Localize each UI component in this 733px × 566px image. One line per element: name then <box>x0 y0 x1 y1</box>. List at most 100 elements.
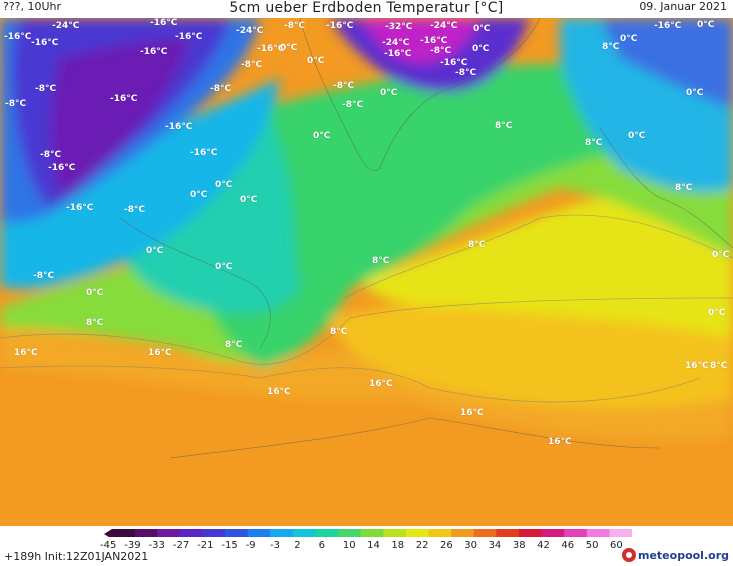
temp-label: 0°C <box>240 195 258 205</box>
colorbar-tick: 38 <box>512 540 526 551</box>
temp-label: 0°C <box>307 56 325 66</box>
temp-label: 0°C <box>215 262 233 272</box>
colorbar-tick: 14 <box>367 540 380 551</box>
temp-label: 8°C <box>468 240 486 250</box>
colorbar-swatch <box>383 529 407 537</box>
colorbar-swatch <box>518 529 543 537</box>
temp-label: -16°C <box>31 38 59 48</box>
temp-label: -16°C <box>326 21 354 31</box>
temp-label: -8°C <box>5 99 27 109</box>
temp-label: -8°C <box>124 205 146 215</box>
colorbar-swatch <box>428 529 452 537</box>
colorbar-tick: -45 <box>100 540 117 551</box>
colorbar-swatch <box>202 529 226 537</box>
temp-label: -24°C <box>52 21 80 31</box>
colorbar-swatch <box>360 529 384 537</box>
brand[interactable]: meteopool.org <box>622 548 729 562</box>
colorbar-swatch <box>541 529 565 537</box>
colorbar-tick: 60 <box>610 540 623 551</box>
colorbar-swatch <box>315 529 339 537</box>
temp-label: 0°C <box>712 250 730 260</box>
colorbar-swatch <box>179 529 203 537</box>
cyan-zone <box>0 78 280 289</box>
temp-label: 8°C <box>225 340 243 350</box>
temp-label: 16°C <box>369 379 393 389</box>
colorbar-tick: 18 <box>391 540 405 551</box>
colorbar-swatch <box>451 529 475 537</box>
colorbar-swatch <box>134 529 158 537</box>
temp-label: 16°C <box>685 361 709 371</box>
temp-label: 0°C <box>708 308 726 318</box>
colorbar-swatch <box>112 529 136 537</box>
colorbar-tick: 30 <box>464 540 478 551</box>
temp-label: 0°C <box>472 44 490 54</box>
forecast-date: 09. Januar 2021 <box>639 0 727 13</box>
temp-label: -16°C <box>384 49 412 59</box>
temp-label: 8°C <box>86 318 104 328</box>
green-zone <box>185 63 641 369</box>
temp-label: -8°C <box>455 68 477 78</box>
footer-bar: -45 -39 -33 -27 -21 -15 -9 -3 2 6 10 14 18 22 26 30 34 38… <box>0 526 733 566</box>
temp-label: -16°C <box>420 36 448 46</box>
temp-label: 8°C <box>710 361 728 371</box>
temp-label: 0°C <box>686 88 704 98</box>
colorbar <box>104 529 632 537</box>
temperature-map: -24°C -16°C -16°C -16°C -24°C -8°C -16°C… <box>0 18 733 526</box>
temp-label: -24°C <box>430 21 458 31</box>
temp-label: 0°C <box>313 131 331 141</box>
yellow-zone <box>360 198 733 338</box>
temp-label: 16°C <box>267 387 291 397</box>
map-title: 5cm ueber Erdboden Temperatur [°C] <box>229 0 504 16</box>
temp-label: -16°C <box>110 94 138 104</box>
colorbar-tick: -27 <box>172 540 190 551</box>
temp-label: -16°C <box>654 21 682 31</box>
temp-label: -8°C <box>40 150 62 160</box>
temp-label: 0°C <box>280 43 298 53</box>
temp-label: 8°C <box>372 256 390 266</box>
temp-label: -24°C <box>382 38 410 48</box>
temp-label: -16°C <box>66 203 94 213</box>
colorbar-swatch <box>496 529 520 537</box>
temp-label: -8°C <box>333 81 355 91</box>
temp-label: 8°C <box>585 138 603 148</box>
colorbar-tick: 46 <box>561 540 575 551</box>
temp-label: 8°C <box>330 327 348 337</box>
colorbar-tick: -39 <box>124 540 141 551</box>
temp-label: 16°C <box>148 348 172 358</box>
colorbar-tick: -15 <box>221 540 238 551</box>
meteopool-logo-icon <box>622 548 636 562</box>
temperature-field <box>0 18 733 526</box>
colorbar-tick: 42 <box>537 540 550 551</box>
colorbar-swatch <box>586 529 610 537</box>
temp-label: 16°C <box>460 408 484 418</box>
temp-label: -8°C <box>342 100 364 110</box>
colorbar-swatch <box>225 529 249 537</box>
colorbar-swatch <box>564 529 588 537</box>
temp-label: 8°C <box>495 121 513 131</box>
temp-label: 0°C <box>380 88 398 98</box>
colorbar-tick: 26 <box>440 540 453 551</box>
greenland-magenta-zone <box>360 18 480 63</box>
temp-label: -8°C <box>210 84 232 94</box>
purple-zone <box>50 38 190 198</box>
temp-label: -16°C <box>440 58 468 68</box>
temp-label: -16°C <box>257 44 285 54</box>
colorbar-tick: 34 <box>488 540 502 551</box>
colorbar-swatch <box>270 529 294 537</box>
colorbar-swatch <box>405 529 430 537</box>
temp-label: 16°C <box>14 348 38 358</box>
temp-label: -16°C <box>4 32 32 42</box>
colorbar-tick: -3 <box>270 540 280 551</box>
colorbar-swatch <box>338 529 362 537</box>
colorbar-swatch <box>247 529 271 537</box>
colorbar-tick: 50 <box>585 540 599 551</box>
temp-label: 16°C <box>548 437 572 447</box>
colorbar-tick: -33 <box>148 540 165 551</box>
temp-label: -8°C <box>284 21 306 31</box>
temp-label: -16°C <box>48 163 76 173</box>
scandinavia-blue-zone <box>600 18 733 108</box>
temp-label: 8°C <box>675 183 693 193</box>
colorbar-tick: 6 <box>318 540 325 551</box>
temp-label: -16°C <box>190 148 218 158</box>
colorbar-tick: 2 <box>294 540 301 551</box>
